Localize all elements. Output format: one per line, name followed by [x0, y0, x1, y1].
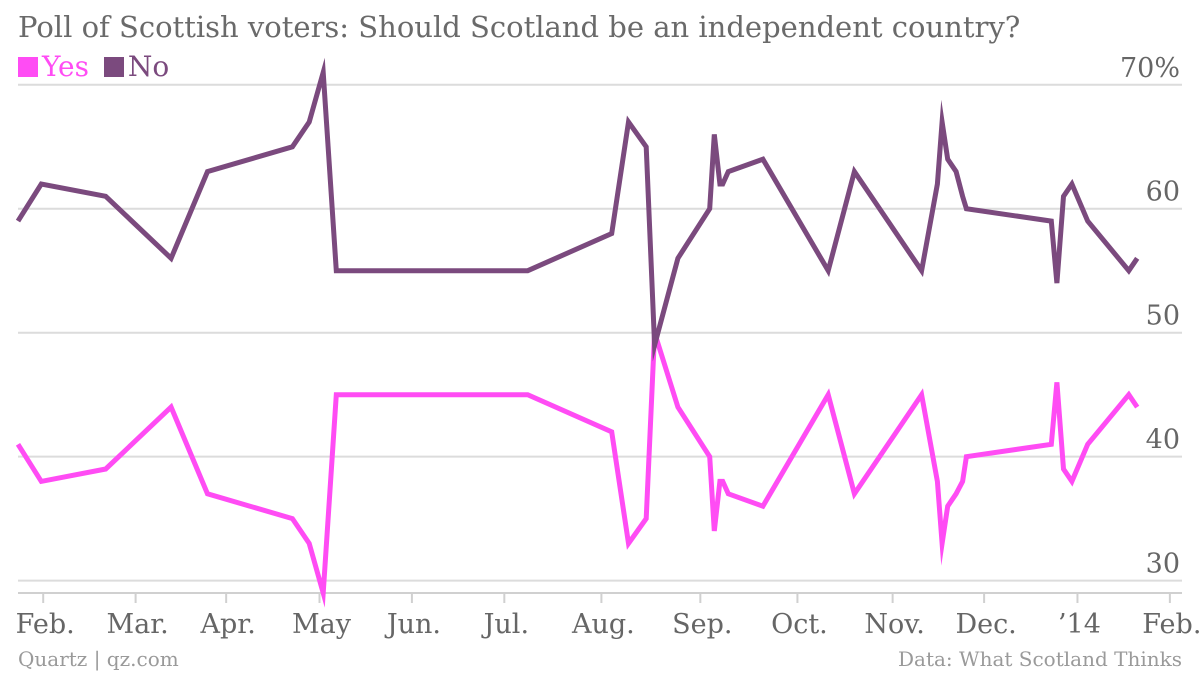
series-lines — [15, 57, 1140, 608]
x-tick-label: Aug. — [571, 609, 635, 640]
x-tick-label: Jun. — [384, 609, 441, 640]
y-tick-label: 40 — [1146, 425, 1180, 456]
legend-label-no: No — [127, 50, 170, 83]
y-axis-labels: 30 40 50 60 70% — [1120, 53, 1180, 580]
legend-swatch-no — [103, 57, 124, 77]
y-tick-label: 30 — [1146, 549, 1180, 580]
x-tick-label: Apr. — [200, 609, 256, 640]
x-tick-label: May — [292, 609, 352, 640]
footer-data-credit: Data: What Scotland Thinks — [898, 647, 1182, 671]
legend-label-yes: Yes — [42, 50, 89, 83]
x-tick-label: Feb. — [16, 609, 75, 640]
x-tick-label: Feb. — [1142, 609, 1200, 640]
x-tick-label: Sep. — [672, 609, 732, 640]
y-tick-label: 70% — [1120, 53, 1180, 84]
series-line-no — [15, 57, 1140, 362]
legend-item-yes: Yes — [18, 50, 98, 83]
y-tick-label: 50 — [1146, 301, 1180, 332]
chart-title: Poll of Scottish voters: Should Scotland… — [18, 10, 1021, 44]
x-tick-label: ’14 — [1058, 609, 1101, 640]
legend-swatch-yes — [18, 57, 38, 77]
x-axis: Feb. Mar. Apr. May Jun. Jul. Aug. Sep. Oct. Nov. D… — [16, 592, 1200, 640]
x-tick-label: Nov. — [864, 609, 925, 640]
x-tick-label: Jul. — [481, 609, 529, 640]
x-tick-label: Mar. — [106, 609, 168, 640]
x-tick-label: Dec. — [955, 609, 1016, 640]
legend-item-no: No — [103, 50, 170, 83]
x-tick-label: Oct. — [771, 609, 828, 640]
gridlines — [18, 83, 1182, 582]
y-tick-label: 60 — [1146, 177, 1180, 208]
chart-legend: Yes No — [18, 50, 175, 84]
series-line-yes — [15, 318, 1140, 608]
footer-source-credit: Quartz | qz.com — [18, 647, 179, 671]
